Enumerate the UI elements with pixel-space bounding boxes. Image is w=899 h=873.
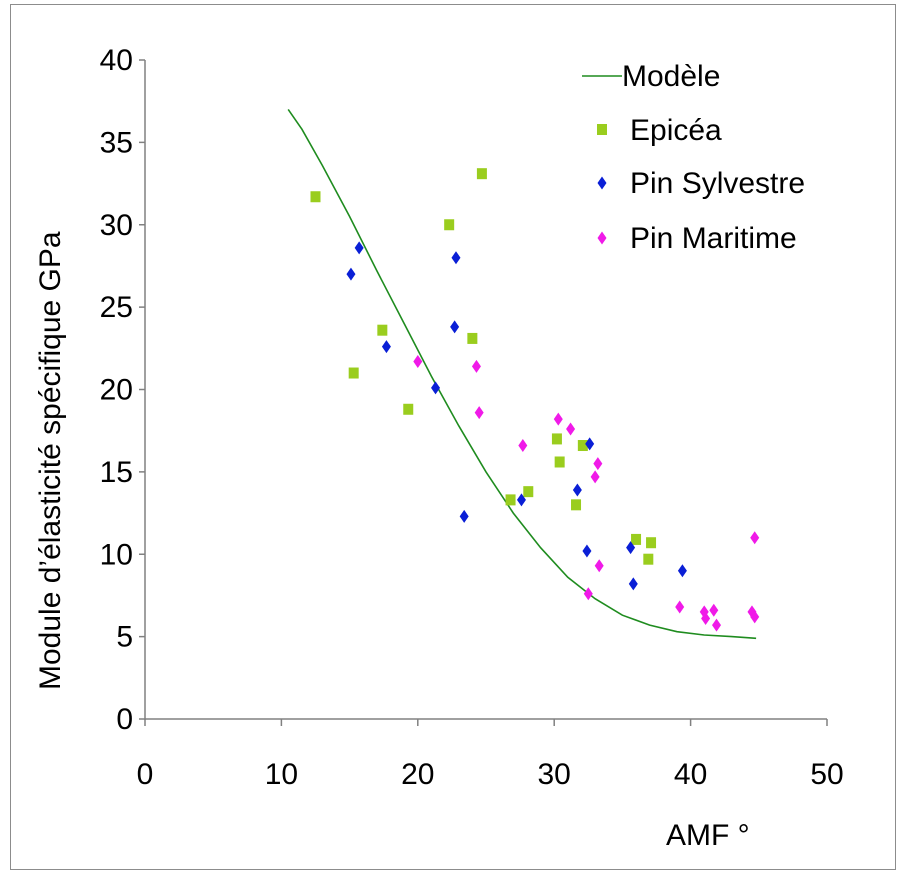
y-tick-label: 30 bbox=[100, 209, 133, 242]
y-tick-label: 15 bbox=[100, 456, 133, 489]
y-tick-label: 0 bbox=[116, 703, 133, 736]
pin-maritime-point bbox=[553, 412, 563, 426]
pin-sylvestre-point bbox=[572, 483, 582, 497]
pin-sylvestre-point bbox=[677, 564, 687, 578]
epicea-point bbox=[631, 533, 642, 545]
pin-sylvestre-point bbox=[450, 320, 460, 334]
pin-maritime-point bbox=[712, 618, 722, 632]
pin-sylvestre-point bbox=[346, 267, 356, 281]
pin-sylvestre-point bbox=[459, 509, 469, 523]
pin-sylvestre-point bbox=[381, 340, 391, 354]
epicea-point bbox=[310, 191, 321, 203]
pin-sylvestre-point bbox=[585, 437, 595, 451]
y-tick-label: 25 bbox=[100, 291, 133, 324]
legend-diamond-swatch bbox=[597, 176, 607, 190]
chart-marks bbox=[287, 108, 760, 640]
legend-square-swatch bbox=[597, 124, 607, 135]
epicea-point bbox=[551, 433, 562, 445]
epicea-point bbox=[523, 486, 534, 498]
pin-maritime-point bbox=[474, 406, 484, 420]
legend-diamond-swatch bbox=[597, 231, 607, 245]
epicea-point bbox=[403, 403, 414, 415]
pin-maritime-point bbox=[750, 610, 760, 624]
pin-sylvestre-point bbox=[354, 241, 364, 255]
y-axis-title: Module d’élasticité spécifique GPa bbox=[34, 231, 67, 690]
epicea-point bbox=[554, 456, 565, 468]
x-tick-label: 10 bbox=[265, 758, 298, 791]
pin-maritime-point bbox=[675, 600, 685, 614]
x-tick-label: 30 bbox=[538, 758, 571, 791]
x-axis-title: AMF ° bbox=[666, 819, 750, 852]
pin-maritime-point bbox=[471, 359, 481, 373]
pin-maritime-point bbox=[750, 531, 760, 545]
epicea-point bbox=[643, 553, 654, 565]
pin-sylvestre-point bbox=[516, 493, 526, 507]
axes: 0 5 10 15 20 25 30 35 40 0 10 20 30 40 50 bbox=[100, 44, 844, 791]
epicea-point bbox=[348, 367, 359, 379]
pin-maritime-point bbox=[709, 603, 719, 617]
legend: Modèle Epicéa Pin Sylvestre Pin Maritime bbox=[582, 60, 805, 255]
legend-label: Modèle bbox=[622, 60, 720, 93]
pin-sylvestre-point bbox=[582, 544, 592, 558]
epicea-point bbox=[377, 324, 388, 336]
y-tick-label: 10 bbox=[100, 538, 133, 571]
epicea-point bbox=[505, 494, 516, 506]
pin-maritime-point bbox=[583, 587, 593, 601]
chart-frame bbox=[10, 4, 896, 870]
model-line bbox=[287, 108, 757, 640]
y-tick-label: 35 bbox=[100, 126, 133, 159]
y-tick-label: 5 bbox=[116, 621, 133, 654]
x-tick-label: 50 bbox=[810, 758, 843, 791]
pin-maritime-point bbox=[590, 470, 600, 484]
x-tick-label: 40 bbox=[674, 758, 707, 791]
y-tick-label: 20 bbox=[100, 374, 133, 407]
pin-sylvestre-point bbox=[628, 577, 638, 591]
x-tick-label: 0 bbox=[137, 758, 154, 791]
pin-sylvestre-point bbox=[431, 381, 441, 395]
pin-maritime-point bbox=[518, 439, 528, 453]
legend-label: Epicéa bbox=[630, 114, 722, 147]
pin-maritime-point bbox=[594, 559, 604, 573]
legend-label: Pin Sylvestre bbox=[630, 167, 805, 200]
pin-maritime-point bbox=[566, 422, 576, 436]
epicea-point bbox=[577, 440, 588, 452]
pin-maritime-point bbox=[701, 612, 711, 626]
legend-label: Pin Maritime bbox=[630, 222, 797, 255]
pin-maritime-point bbox=[593, 457, 603, 471]
epicea-point bbox=[646, 537, 657, 549]
y-tick-label: 40 bbox=[100, 44, 133, 77]
pin-sylvestre-point bbox=[451, 251, 461, 265]
x-tick-label: 20 bbox=[401, 758, 434, 791]
epicea-point bbox=[467, 332, 478, 344]
pin-maritime-point bbox=[413, 354, 423, 368]
epicea-point bbox=[444, 219, 455, 231]
epicea-point bbox=[571, 499, 582, 511]
pin-sylvestre-point bbox=[626, 541, 636, 555]
epicea-point bbox=[476, 168, 487, 180]
